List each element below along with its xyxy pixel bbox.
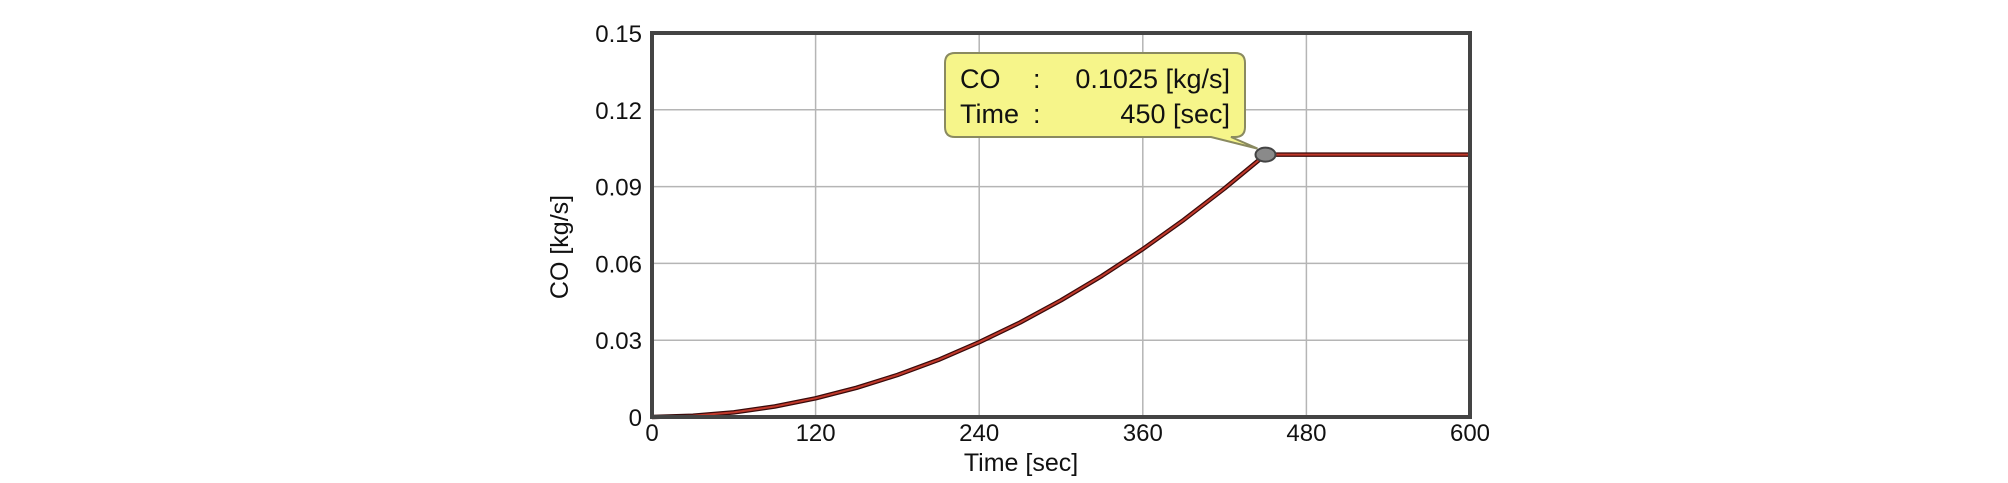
callout-bubble bbox=[944, 52, 1258, 150]
callout-co-separator: : bbox=[1033, 64, 1041, 94]
y-tick-label: 0.15 bbox=[595, 21, 642, 48]
annotation-callout: CO : 0.1025 [kg/s] Time : 450 [sec] bbox=[944, 52, 1277, 163]
x-tick-label: 120 bbox=[796, 420, 836, 447]
y-tick-label: 0.03 bbox=[595, 328, 642, 355]
callout-time-value: 450 [sec] bbox=[1120, 99, 1230, 129]
y-axis-title: CO [kg/s] bbox=[546, 195, 574, 299]
x-tick-label: 480 bbox=[1286, 420, 1326, 447]
series-line bbox=[651, 153, 1470, 418]
callout-time-label: Time bbox=[960, 99, 1019, 129]
x-tick-label: 600 bbox=[1450, 420, 1490, 447]
x-tick-label: 0 bbox=[645, 420, 658, 447]
plot-frame bbox=[650, 31, 1472, 419]
y-tick-label: 0.09 bbox=[595, 175, 642, 202]
callout-time-separator: : bbox=[1033, 99, 1041, 129]
callout-co-value: 0.1025 [kg/s] bbox=[1075, 64, 1230, 94]
y-tick-label: 0 bbox=[629, 405, 642, 432]
y-tick-label: 0.06 bbox=[595, 251, 642, 278]
y-tick-label: 0.12 bbox=[595, 98, 642, 125]
x-tick-label: 360 bbox=[1123, 420, 1163, 447]
annotation-marker bbox=[1254, 146, 1277, 163]
callout-co-label: CO bbox=[960, 64, 1001, 94]
series-lines bbox=[651, 152, 1470, 420]
tick-labels: 0 120 240 360 480 600 0 0.03 0.06 0.09 0.12 0.15 bbox=[595, 21, 1490, 447]
x-tick-label: 240 bbox=[959, 420, 999, 447]
x-axis-title: Time [sec] bbox=[964, 449, 1078, 477]
